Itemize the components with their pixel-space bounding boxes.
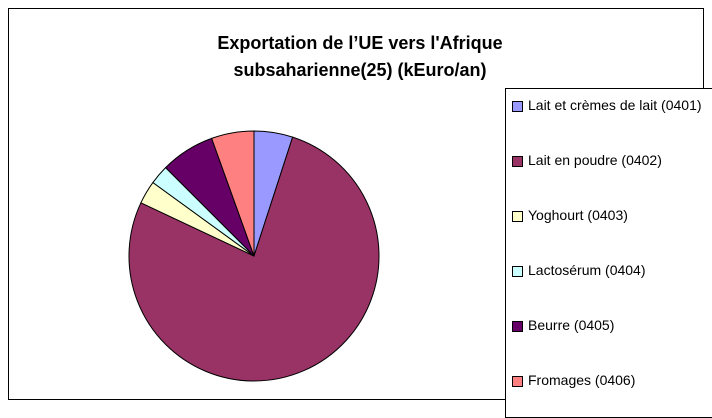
legend-item: Lait en poudre (0402)	[512, 152, 712, 169]
page: Exportation de l’UE vers l'Afrique subsa…	[8, 8, 712, 418]
legend-item: Lait et crèmes de lait (0401)	[512, 97, 712, 114]
legend-swatch	[512, 321, 523, 332]
legend-item: Lactosérum (0404)	[512, 262, 712, 279]
legend-item: Yoghourt (0403)	[512, 207, 712, 224]
legend-label: Yoghourt (0403)	[528, 207, 628, 223]
legend-label: Lait en poudre (0402)	[528, 152, 662, 168]
legend-swatch	[512, 211, 523, 222]
legend-label: Lactosérum (0404)	[528, 262, 646, 278]
chart-title: Exportation de l’UE vers l'Afrique subsa…	[217, 33, 503, 80]
legend-swatch	[512, 376, 523, 387]
legend-item: Beurre (0405)	[512, 317, 712, 334]
pie-slice	[211, 130, 255, 257]
pie-slice	[128, 136, 380, 382]
legend-label: Beurre (0405)	[528, 317, 615, 333]
chart	[128, 130, 380, 382]
legend: Lait et crèmes de lait (0401) Lait en pou…	[505, 88, 712, 418]
legend-label: Fromages (0406)	[528, 372, 636, 388]
legend-swatch	[512, 156, 523, 167]
legend-item: Fromages (0406)	[512, 372, 712, 389]
legend-swatch	[512, 101, 523, 112]
legend-label: Lait et crèmes de lait (0401)	[528, 97, 702, 113]
legend-swatch	[512, 266, 523, 277]
